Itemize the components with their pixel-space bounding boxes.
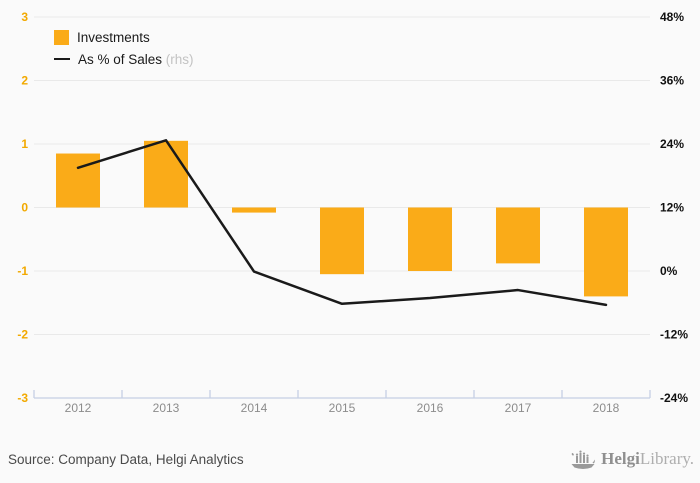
y-axis-right-label: 24% — [660, 137, 684, 151]
legend-sales-text: As % of Sales — [78, 51, 163, 67]
legend-sales-label: As % of Sales (rhs) — [78, 52, 194, 67]
helgi-library-logo: HelgiLibrary. — [570, 448, 694, 470]
sales-line-icon — [54, 58, 70, 60]
bar-2016 — [408, 207, 452, 271]
chart-footer: Source: Company Data, Helgi Analytics — [0, 443, 700, 475]
logo-helgi: Helgi — [601, 449, 640, 468]
bar-2015 — [320, 207, 364, 275]
investments-swatch-icon — [54, 29, 69, 45]
line-series — [76, 139, 608, 307]
legend-item-sales: As % of Sales (rhs) — [54, 48, 194, 70]
y-axis-right-label: 0% — [660, 264, 678, 278]
y-axis-right-label: -12% — [660, 328, 688, 342]
x-axis-label-2016: 2016 — [417, 401, 444, 415]
logo-text: HelgiLibrary. — [601, 449, 694, 469]
viking-ship-icon — [571, 450, 595, 469]
y-axis-left-label: 0 — [21, 201, 28, 215]
y-axis-left-label: 2 — [21, 74, 28, 88]
x-axis-label-2013: 2013 — [153, 401, 180, 415]
bar-2013 — [144, 140, 188, 208]
bar-2012 — [56, 153, 100, 208]
legend-investments-label: Investments — [77, 29, 150, 45]
y-axis-left-label: -2 — [17, 328, 28, 342]
bar-2014 — [232, 207, 276, 213]
y-axis-right-label: 48% — [660, 10, 684, 24]
source-text: Source: Company Data, Helgi Analytics — [8, 451, 244, 467]
x-axis-label-2012: 2012 — [65, 401, 92, 415]
x-axis-label-2015: 2015 — [329, 401, 356, 415]
chart-svg: 3 48% 2 36% 1 24% 0 12% -1 0% -2 -12% -3 -24% 2012 2013… — [17, 10, 688, 415]
bar-2017 — [496, 207, 540, 264]
y-axis-left-label: 1 — [21, 137, 28, 151]
chart-legend: Investments As % of Sales (rhs) — [54, 26, 194, 70]
y-axis-right-label: 36% — [660, 74, 684, 88]
logo-library: Library. — [639, 449, 694, 468]
legend-item-investments: Investments — [54, 26, 194, 48]
y-axis-right-label: 12% — [660, 201, 684, 215]
y-axis-left-label: -3 — [17, 391, 28, 405]
bar-2018 — [584, 207, 628, 297]
y-axis-left-label: 3 — [21, 10, 28, 24]
legend-sales-suffix: (rhs) — [162, 51, 194, 67]
x-axis-label-2014: 2014 — [241, 401, 268, 415]
x-axis-label-2018: 2018 — [593, 401, 620, 415]
y-axis-left-label: -1 — [17, 264, 28, 278]
y-axis-right-label: -24% — [660, 391, 688, 405]
x-axis-label-2017: 2017 — [505, 401, 532, 415]
